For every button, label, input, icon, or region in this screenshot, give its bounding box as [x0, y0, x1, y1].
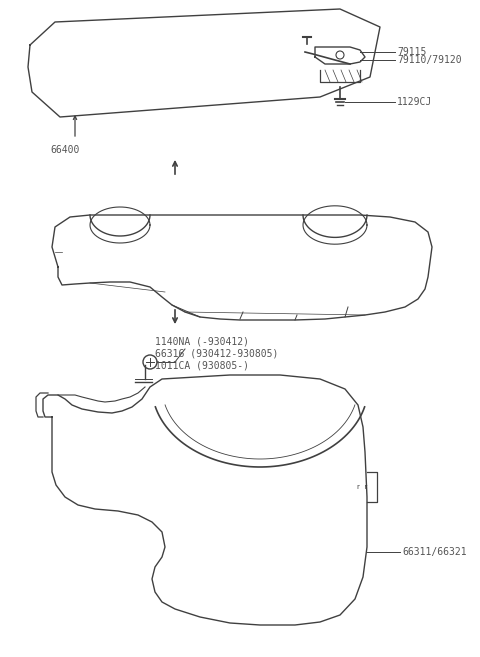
Text: 66316 (930412-930805): 66316 (930412-930805): [155, 349, 278, 359]
Text: 79115: 79115: [397, 47, 426, 57]
Text: 66311/66321: 66311/66321: [402, 547, 467, 557]
Text: 1140NA (-930412): 1140NA (-930412): [155, 337, 249, 347]
Text: 66400: 66400: [50, 145, 79, 155]
Text: r  r: r r: [357, 484, 367, 490]
Text: 1129CJ: 1129CJ: [397, 97, 432, 107]
Text: 79110/79120: 79110/79120: [397, 55, 462, 65]
Text: 1011CA (930805-): 1011CA (930805-): [155, 361, 249, 371]
